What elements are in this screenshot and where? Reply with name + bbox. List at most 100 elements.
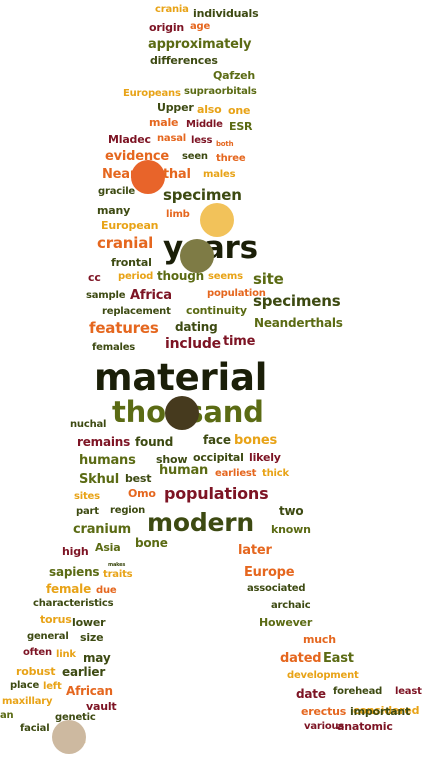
word-african: African <box>66 684 113 698</box>
word-individuals: individuals <box>193 7 259 20</box>
word-characteristics: characteristics <box>33 598 114 609</box>
word-earlier: earlier <box>62 665 106 679</box>
word-lower: lower <box>72 616 106 629</box>
word-esr: ESR <box>229 120 253 133</box>
word-forehead: forehead <box>333 686 383 697</box>
word-may: may <box>83 651 111 665</box>
word-seen: seen <box>182 151 208 162</box>
word-face: face <box>203 433 231 447</box>
word-bone: bone <box>135 536 168 550</box>
word-traits: traits <box>103 569 133 580</box>
word-associated: associated <box>247 583 306 594</box>
word-cc: cc <box>88 271 101 284</box>
word-development: development <box>287 670 359 681</box>
word-material: material <box>94 356 268 399</box>
word-males: males <box>203 169 236 180</box>
word-age: age <box>190 21 211 32</box>
word-much: much <box>303 633 336 646</box>
word-less: less <box>191 135 213 146</box>
olive-dot <box>180 239 214 273</box>
word-likely: likely <box>249 451 281 464</box>
word-female: female <box>46 582 92 596</box>
word-continuity: continuity <box>186 304 247 317</box>
word-origin: origin <box>149 21 185 34</box>
word-least: least <box>395 686 422 697</box>
word-cranial: cranial <box>97 234 154 252</box>
word-frontal: frontal <box>111 256 152 269</box>
word-size: size <box>80 631 104 644</box>
word-place: place <box>10 680 40 691</box>
word-region: region <box>110 505 146 516</box>
word-europeans: Europeans <box>123 88 181 99</box>
word-male: male <box>149 116 179 129</box>
word-occipital: occipital <box>193 451 244 464</box>
word-features: features <box>89 319 159 337</box>
word-vault: vault <box>86 700 117 713</box>
word-best: best <box>125 472 152 485</box>
word-specimen: specimen <box>163 186 242 204</box>
word-cranium: cranium <box>73 522 132 537</box>
word-mladec: Mladec <box>108 133 151 146</box>
word-link: link <box>56 649 76 660</box>
word-modern: modern <box>147 508 255 537</box>
word-an: an <box>0 710 14 721</box>
word-earliest: earliest <box>215 468 257 479</box>
word-time: time <box>223 334 256 349</box>
word-europe: Europe <box>244 565 295 580</box>
word-robust: robust <box>16 665 56 678</box>
word-thick: thick <box>262 468 289 479</box>
word-specimens: specimens <box>253 292 341 310</box>
word-africa: Africa <box>130 288 172 303</box>
word-general: general <box>27 631 69 642</box>
word-though: though <box>157 269 204 283</box>
word-evidence: evidence <box>105 149 170 164</box>
word-part: part <box>76 506 99 517</box>
word-nasal: nasal <box>157 133 186 144</box>
word-supraorbitals: supraorbitals <box>184 86 257 97</box>
word-later: later <box>238 543 272 558</box>
tan-dot <box>52 720 86 754</box>
word-one: one <box>228 104 251 117</box>
word-torus: torus <box>40 613 72 626</box>
word-limb: limb <box>166 209 190 220</box>
word-humans: humans <box>79 453 136 468</box>
word-east: East <box>323 651 354 666</box>
yellow-dot <box>200 203 234 237</box>
word-human: human <box>159 463 209 478</box>
word-maxillary: maxillary <box>2 696 53 707</box>
orange-dot <box>131 160 165 194</box>
word-known: known <box>271 523 311 536</box>
word-date: date <box>296 687 326 701</box>
word-two: two <box>279 504 304 518</box>
word-found: found <box>135 435 174 449</box>
word-dated: dated <box>280 651 322 666</box>
dark-brown-dot <box>165 396 199 430</box>
word-often: often <box>23 647 52 658</box>
word-middle: Middle <box>186 119 223 130</box>
word-include: include <box>165 336 221 352</box>
word-seems: seems <box>208 271 243 282</box>
word-crania: crania <box>155 4 189 15</box>
word-differences: differences <box>150 54 218 67</box>
word-european: European <box>101 219 159 232</box>
word-females: females <box>92 342 136 353</box>
word-both: both <box>216 140 234 148</box>
word-facial: facial <box>20 723 50 734</box>
word-asia: Asia <box>95 541 121 554</box>
word-remains: remains <box>77 435 131 449</box>
word-high: high <box>62 545 89 558</box>
word-important: important <box>350 705 411 718</box>
word-archaic: archaic <box>271 600 311 611</box>
word-however: However <box>259 616 313 629</box>
word-population: population <box>207 288 266 299</box>
word-bones: bones <box>234 433 278 448</box>
word-approximately: approximately <box>148 37 252 52</box>
word-many: many <box>97 204 131 217</box>
word-show: show <box>156 453 188 466</box>
word-left: left <box>43 681 62 692</box>
word-replacement: replacement <box>102 306 171 317</box>
word-anatomic: anatomic <box>337 720 393 733</box>
word-due: due <box>96 585 117 596</box>
word-nuchal: nuchal <box>70 419 107 430</box>
